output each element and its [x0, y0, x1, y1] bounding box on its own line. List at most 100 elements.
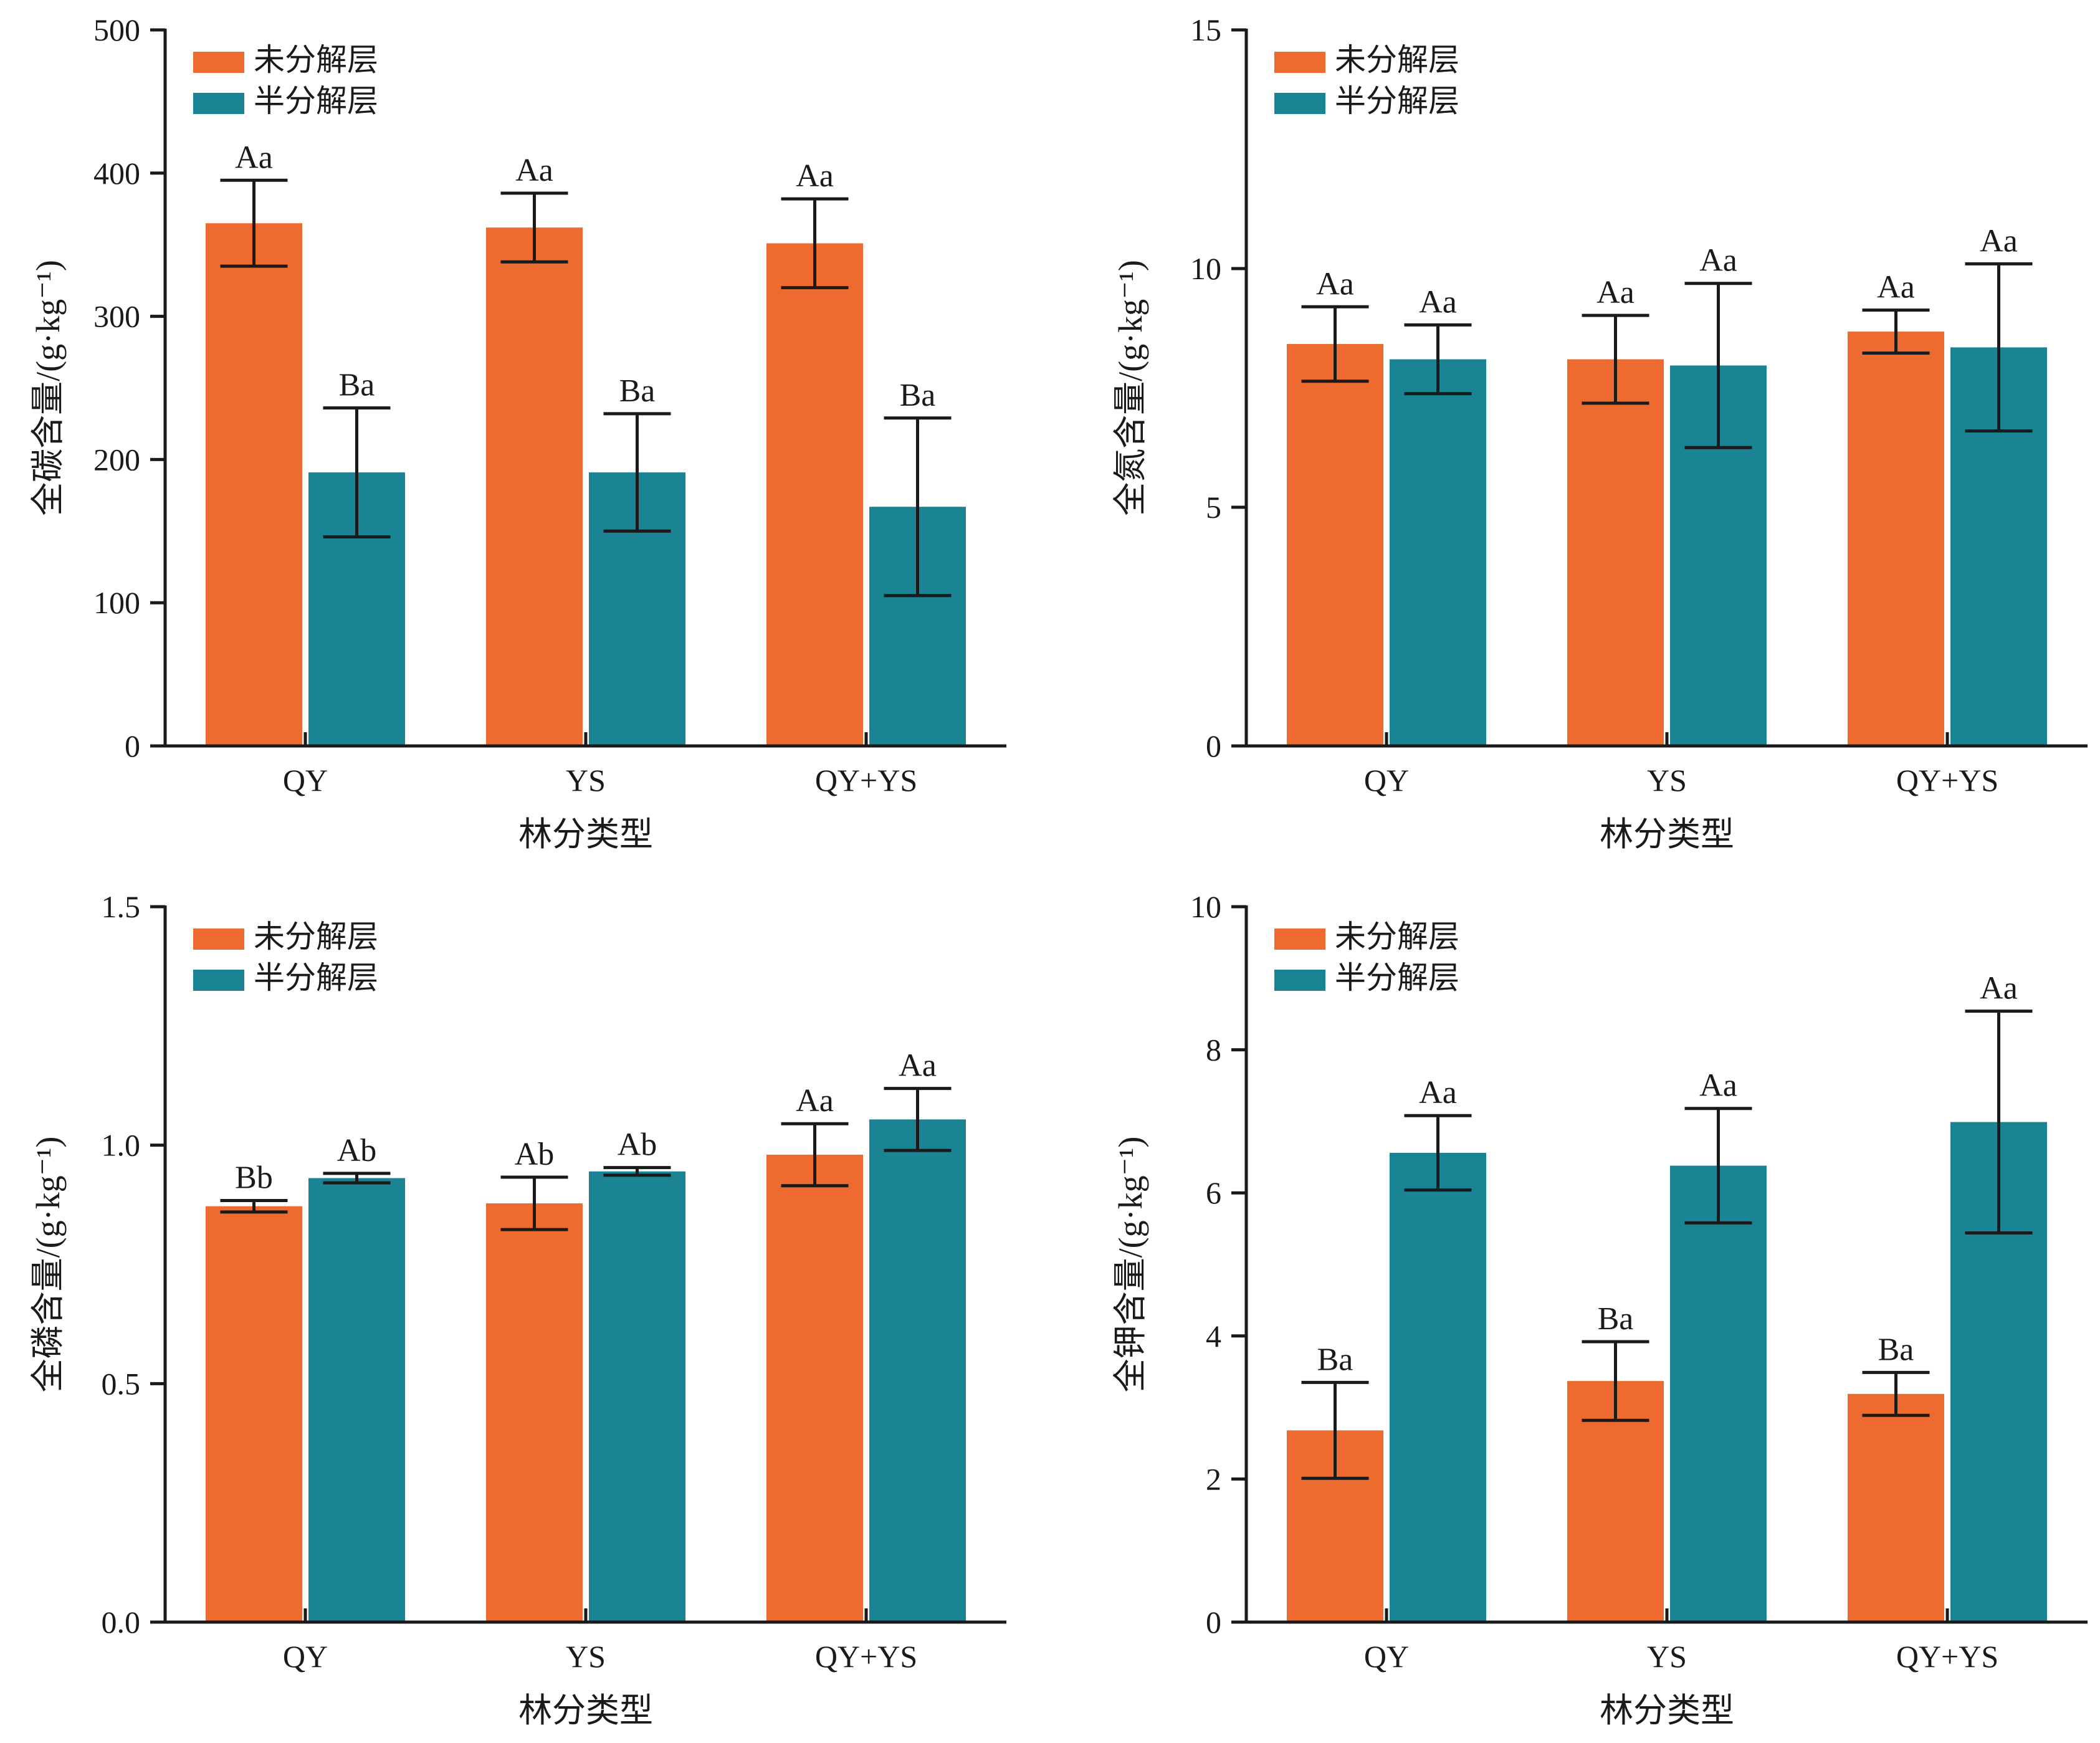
error-bar [500, 1175, 568, 1231]
significance-label: Ba [1598, 1301, 1634, 1337]
bar-semi-decomposed-qy-ys [869, 1119, 966, 1622]
significance-label: Aa [1316, 266, 1354, 302]
bar-undecomposed-qy [206, 223, 302, 747]
significance-label: Aa [1699, 243, 1737, 279]
x-tick-label: QY [1364, 763, 1409, 798]
y-tick-label: 0 [1206, 728, 1221, 763]
y-tick-label: 10 [1190, 251, 1221, 286]
bar-undecomposed-qy [1287, 344, 1383, 746]
x-tick-label: QY+YS [815, 763, 917, 798]
significance-label: Ab [618, 1127, 657, 1163]
error-bar [1404, 1114, 1472, 1192]
x-tick-label: QY [283, 763, 328, 798]
x-tick-label: QY+YS [1896, 1639, 1998, 1674]
legend-label-semi-decomposed: 半分解层 [254, 960, 378, 995]
legend-swatch-undecomposed [193, 52, 244, 73]
chart-panel-2: Aa Aa Aa Aa Aa Aa 0 5 10 15 QY YS QY+YS 林分类型 全氮含量/(g·k… [1112, 12, 2088, 853]
bar-semi-decomposed-ys [589, 1171, 685, 1622]
x-tick-label: QY [283, 1639, 328, 1674]
bar-semi-decomposed-qy [1390, 1152, 1486, 1622]
bar-undecomposed-qy-ys [766, 1154, 863, 1622]
significance-label: Ab [337, 1133, 377, 1168]
significance-label: Ba [1878, 1332, 1914, 1367]
error-bar [1862, 308, 1930, 355]
error-bar [1301, 305, 1369, 383]
y-tick-label: 15 [1190, 12, 1221, 47]
legend-label-semi-decomposed: 半分解层 [254, 84, 378, 118]
y-axis-title: 全钾含量/(g·kg⁻¹) [1112, 1137, 1149, 1393]
legend-swatch-undecomposed [1274, 52, 1325, 73]
error-bar [1301, 1380, 1369, 1480]
y-axis-title: 全碳含量/(g·kg⁻¹) [29, 260, 67, 516]
bar-undecomposed-ys [486, 227, 583, 746]
significance-label: Aa [1419, 1075, 1457, 1110]
legend-swatch-undecomposed [193, 929, 244, 950]
significance-label: Ba [900, 378, 936, 413]
x-tick-label: QY+YS [1896, 763, 1998, 798]
y-tick-label: 400 [93, 156, 140, 191]
bar-undecomposed-ys [486, 1203, 583, 1622]
legend-swatch-semi-decomposed [1274, 970, 1325, 991]
significance-label: Bb [235, 1160, 273, 1195]
legend-label-undecomposed: 未分解层 [254, 42, 378, 77]
y-tick-label: 4 [1206, 1319, 1221, 1354]
significance-label: Aa [796, 1083, 834, 1119]
x-axis-title: 林分类型 [1600, 816, 1734, 853]
y-tick-label: 5 [1206, 490, 1221, 525]
y-axis-title: 全氮含量/(g·kg⁻¹) [1112, 260, 1149, 516]
legend-swatch-semi-decomposed [193, 93, 244, 114]
chart-panel-1: Aa Aa Aa Ba Ba Ba 0 100 200 300 400 500 QY YS QY+YS 林分类… [29, 12, 1006, 853]
error-bar [1965, 262, 2033, 432]
legend-swatch-undecomposed [1274, 929, 1325, 950]
bar-undecomposed-qy-ys [766, 243, 863, 747]
x-axis-title: 林分类型 [518, 1692, 653, 1729]
y-tick-label: 100 [93, 585, 140, 620]
bar-undecomposed-qy-ys [1848, 1393, 1944, 1622]
error-bar [1684, 282, 1752, 449]
x-tick-label: YS [1647, 763, 1687, 798]
y-tick-label: 0.0 [102, 1605, 141, 1640]
x-tick-label: YS [1647, 1639, 1687, 1674]
bar-semi-decomposed-ys [1670, 1165, 1767, 1622]
x-tick-label: QY+YS [815, 1639, 917, 1674]
error-bar [220, 1198, 288, 1214]
y-tick-label: 1.5 [102, 889, 141, 924]
y-tick-label: 8 [1206, 1033, 1221, 1067]
legend-label-undecomposed: 未分解层 [1335, 919, 1459, 954]
y-axis-title: 全磷含量/(g·kg⁻¹) [29, 1137, 67, 1393]
error-bar [1684, 1107, 1752, 1225]
legend-label-semi-decomposed: 半分解层 [1335, 84, 1459, 118]
significance-label: Aa [1596, 275, 1635, 310]
error-bar [1404, 323, 1472, 396]
chart-panel-4: Ba Ba Ba Aa Aa Aa 0 2 4 6 8 10 QY YS QY+YS 林分类型 全钾含量/(g·… [1112, 889, 2088, 1729]
significance-label: Aa [1419, 284, 1457, 320]
y-tick-label: 6 [1206, 1175, 1221, 1210]
legend-label-undecomposed: 未分解层 [254, 919, 378, 954]
error-bar [500, 191, 568, 264]
legend-label-semi-decomposed: 半分解层 [1335, 960, 1459, 995]
x-tick-label: QY [1364, 1639, 1409, 1674]
error-bar [1582, 1340, 1649, 1422]
legend-swatch-semi-decomposed [1274, 93, 1325, 114]
significance-label: Aa [1980, 971, 2018, 1006]
y-tick-label: 0 [125, 728, 140, 763]
significance-label: Ba [619, 373, 656, 409]
legend-swatch-semi-decomposed [193, 970, 244, 991]
y-tick-label: 300 [93, 299, 140, 334]
significance-label: Aa [1980, 223, 2018, 259]
significance-label: Aa [515, 153, 553, 188]
error-bar [1965, 1010, 2033, 1234]
y-tick-label: 2 [1206, 1461, 1221, 1496]
y-tick-label: 1.0 [102, 1128, 141, 1163]
x-axis-title: 林分类型 [1600, 1692, 1734, 1729]
chart-panel-3: Bb Ab Aa Ab Ab Aa 0.0 0.5 1.0 1.5 QY YS QY+YS 林分类型 全磷含… [29, 889, 1006, 1729]
error-bar [603, 1166, 671, 1177]
significance-label: Ba [339, 368, 375, 403]
y-tick-label: 500 [93, 12, 140, 47]
bar-semi-decomposed-qy [1390, 359, 1486, 746]
